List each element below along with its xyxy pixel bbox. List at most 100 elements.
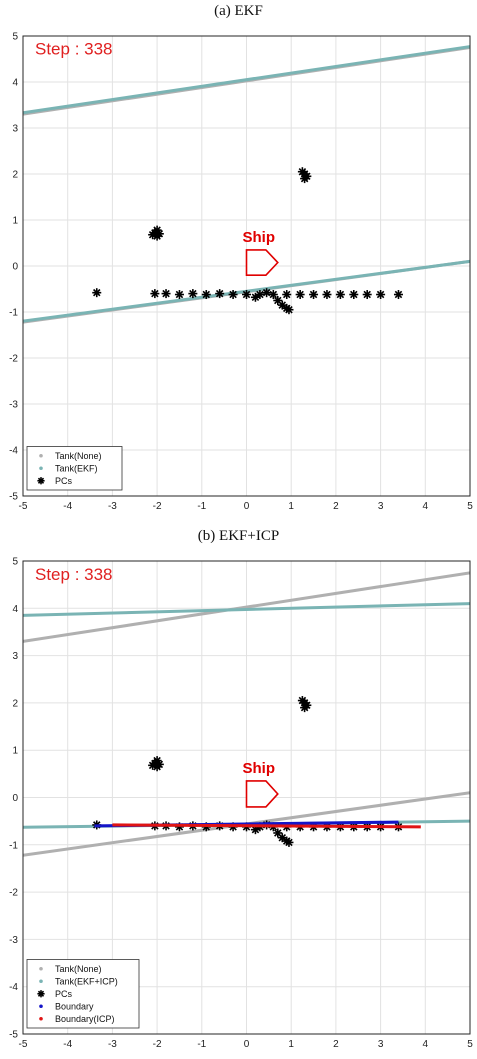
legend-label: Boundary(ICP)	[55, 1014, 115, 1024]
y-tick-label: -3	[9, 935, 18, 946]
y-tick-label: 4	[12, 78, 18, 89]
step-label: Step : 338	[35, 39, 113, 58]
pc-point	[322, 290, 332, 300]
legend-box	[26, 959, 140, 1029]
x-tick-label: 4	[423, 501, 429, 512]
pc-point	[393, 290, 403, 300]
ship-label: Ship	[243, 760, 276, 777]
pc-point	[262, 288, 272, 298]
legend-marker	[39, 1004, 43, 1009]
pc-point	[277, 833, 287, 843]
legend-label: Tank(None)	[55, 964, 102, 974]
y-tick-label: 1	[12, 746, 18, 757]
legend-label: PCs	[55, 476, 73, 486]
legend-marker	[39, 966, 43, 971]
pc-point	[161, 289, 171, 299]
x-tick-label: 1	[288, 1039, 294, 1050]
x-tick-label: -2	[153, 1039, 162, 1050]
pc-point	[300, 703, 310, 713]
y-tick-label: 1	[12, 216, 18, 227]
pc-point	[242, 290, 251, 300]
y-tick-label: 3	[12, 124, 18, 135]
x-tick-label: -1	[197, 1039, 206, 1050]
x-tick-label: -3	[108, 1039, 117, 1050]
tank-line	[23, 45, 470, 115]
ship-marker	[245, 249, 279, 276]
legend-label: Tank(EKF+ICP)	[55, 976, 118, 986]
pc-point	[349, 290, 359, 300]
y-tick-label: -4	[9, 982, 18, 993]
plot-frame	[22, 560, 471, 1035]
legend: Tank(None) Tank(EKF) PCs	[26, 446, 123, 491]
y-tick-label: -1	[9, 840, 18, 851]
pc-point	[152, 231, 162, 241]
legend-label: Boundary	[55, 1001, 94, 1011]
x-tick-label: -1	[197, 501, 206, 512]
x-tick-label: 1	[288, 501, 294, 512]
chart-ekf-icp: -5 -4 -3 -2 -1 0 1 2 3 4 5 -5 -4 -3 -2 -1 0 1 2 3 4 5 Step : 3…	[9, 557, 473, 1051]
pc-point	[215, 289, 225, 299]
pc-point	[92, 288, 102, 298]
pc-point	[174, 290, 184, 300]
tank-line	[23, 571, 470, 643]
x-tick-label: 3	[378, 1039, 384, 1050]
x-tick-label: -5	[19, 501, 28, 512]
ship-label: Ship	[243, 229, 276, 246]
x-tick-label: 3	[378, 501, 384, 512]
chart-title-a: (a) EKF	[214, 3, 263, 19]
plot-frame	[22, 35, 471, 497]
y-tick-label: 0	[12, 793, 18, 804]
y-tick-label: 5	[12, 32, 18, 43]
x-tick-label: 4	[423, 1039, 429, 1050]
x-tick-label: 2	[333, 1039, 339, 1050]
chart-title-b: (b) EKF+ICP	[197, 528, 280, 544]
pc-point	[284, 305, 294, 315]
x-tick-label: -4	[63, 1039, 72, 1050]
x-tick-label: 2	[333, 501, 339, 512]
pc-point	[152, 762, 162, 772]
y-tick-label: -2	[9, 354, 18, 365]
pc-point	[376, 290, 386, 300]
legend-marker	[39, 1016, 43, 1021]
pc-point	[335, 290, 345, 300]
pc-point	[150, 289, 160, 299]
y-tick-label: 5	[12, 557, 18, 568]
pc-point	[250, 292, 260, 302]
legend-marker	[37, 990, 45, 998]
y-tick-label: 0	[12, 262, 18, 273]
pc-point	[188, 289, 198, 299]
pc-point	[268, 290, 278, 300]
pc-point	[284, 837, 294, 847]
x-tick-label: -3	[108, 501, 117, 512]
x-tick-label: 0	[244, 1039, 250, 1050]
legend-label: PCs	[55, 989, 73, 999]
plot-content	[23, 571, 470, 857]
y-tick-label: -5	[9, 492, 18, 503]
legend-marker	[39, 979, 43, 984]
pc-point	[309, 290, 319, 300]
tank-line	[23, 602, 470, 617]
x-tick-label: -2	[153, 501, 162, 512]
y-tick-label: 2	[12, 170, 18, 181]
y-tick-label: 2	[12, 698, 18, 709]
pc-point	[362, 290, 372, 300]
plot-content	[23, 45, 470, 324]
chart-ekf: -5 -4 -3 -2 -1 0 1 2 3 4 5 -5 -4 -3 -2 -1 0 1 2 3 4 5 Step : 3…	[9, 32, 473, 513]
y-tick-label: -1	[9, 308, 18, 319]
x-tick-label: 0	[244, 501, 250, 512]
boundary-line	[112, 823, 421, 829]
y-tick-label: -2	[9, 888, 18, 899]
x-tick-label: -5	[19, 1039, 28, 1050]
y-tick-label: -5	[9, 1030, 18, 1041]
y-tick-label: 4	[12, 604, 18, 615]
y-tick-label: -4	[9, 446, 18, 457]
legend-label: Tank(None)	[55, 451, 102, 461]
pc-point	[295, 290, 305, 300]
legend-marker	[39, 453, 43, 458]
x-tick-label: -4	[63, 501, 72, 512]
legend-marker	[37, 477, 45, 485]
pc-point	[228, 290, 238, 300]
legend-label: Tank(EKF)	[55, 463, 98, 473]
ship-marker	[245, 780, 279, 808]
y-tick-label: -3	[9, 400, 18, 411]
